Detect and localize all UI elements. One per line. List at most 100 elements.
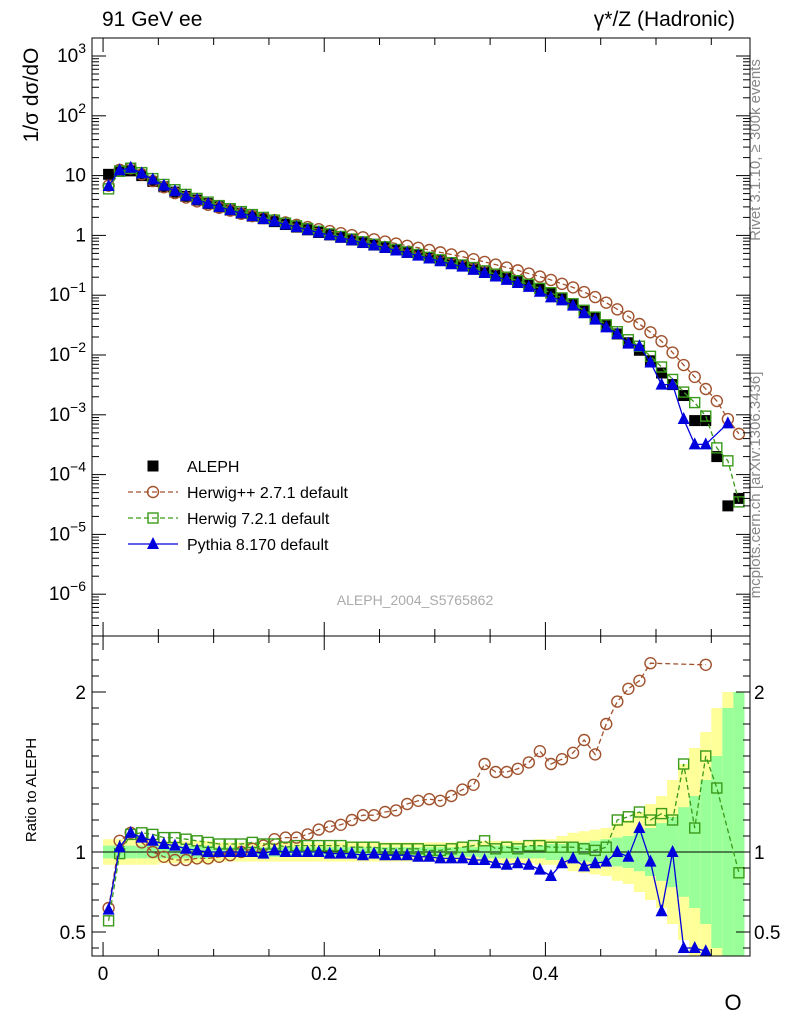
data-point-herwigpp — [533, 745, 547, 758]
data-point-herwigpp — [622, 682, 635, 695]
data-point-pythia — [279, 217, 292, 230]
data-point-herwigpp — [677, 358, 690, 372]
data-point-herwigpp — [146, 845, 160, 859]
data-point-pythia — [146, 172, 159, 185]
data-point-herwig7 — [666, 814, 679, 826]
data-point-herwigpp — [511, 762, 524, 775]
main-ytick-label: 102 — [57, 100, 86, 127]
data-point-herwigpp — [533, 270, 547, 283]
data-point-pythia — [334, 846, 347, 859]
data-point-herwigpp — [566, 746, 580, 759]
data-point-herwigpp — [467, 778, 480, 791]
data-point-pythia — [345, 846, 358, 859]
main-ytick-label: 10−4 — [49, 459, 86, 486]
xtick-label: 0 — [98, 964, 109, 985]
data-point-herwigpp — [345, 813, 359, 827]
data-point-pythia — [600, 854, 613, 867]
data-point-herwigpp — [622, 310, 635, 323]
data-point-pythia — [312, 225, 325, 238]
data-point-pythia — [423, 849, 436, 862]
data-point-pythia — [522, 857, 535, 870]
main-ylabel: 1/σ dσ/dO — [20, 48, 43, 143]
data-point-pythia — [522, 279, 535, 292]
data-point-herwig7 — [545, 841, 557, 853]
series-line-herwig7 — [108, 167, 740, 503]
data-point-pythia — [434, 254, 447, 267]
data-point-herwig7 — [700, 410, 712, 422]
data-point-herwig7 — [534, 839, 546, 852]
data-point-pythia — [655, 904, 668, 917]
data-point-herwig7 — [478, 835, 491, 847]
xtick-label: 0.2 — [311, 964, 337, 985]
data-point-pythia — [644, 355, 657, 368]
data-point-herwigpp — [157, 850, 171, 863]
data-point-pythia — [511, 856, 524, 869]
data-point-pythia — [102, 902, 115, 915]
data-point-pythia — [467, 262, 480, 275]
data-point-herwig7 — [556, 841, 568, 853]
data-point-pythia — [146, 833, 159, 846]
ratio-ytick-label-right: 2 — [754, 683, 765, 704]
data-point-pythia — [489, 856, 502, 869]
data-point-pythia — [301, 222, 314, 235]
data-point-pythia — [677, 941, 690, 953]
data-point-herwig7 — [733, 496, 745, 508]
data-point-herwigpp — [555, 277, 569, 291]
data-point-herwig7 — [611, 814, 623, 826]
data-point-pythia — [401, 848, 414, 861]
main-ytick-label: 10−3 — [49, 399, 86, 426]
data-point-herwigpp — [633, 674, 646, 687]
data-point-pythia — [290, 845, 303, 857]
data-point-herwigpp — [544, 757, 558, 771]
legend-marker-herwigpp — [146, 485, 160, 499]
data-point-herwigpp — [478, 757, 491, 771]
data-point-data — [656, 367, 668, 379]
data-point-herwig7 — [677, 386, 690, 398]
data-point-herwigpp — [588, 290, 602, 304]
data-point-herwigpp — [655, 335, 668, 348]
data-point-herwigpp — [577, 733, 591, 747]
data-point-pythia — [578, 306, 591, 319]
data-point-herwig7 — [722, 455, 734, 467]
data-point-data — [711, 451, 723, 463]
data-point-herwig7 — [512, 843, 524, 855]
data-point-pythia — [124, 825, 137, 838]
data-point-herwig7 — [700, 750, 712, 762]
data-point-herwigpp — [644, 326, 657, 339]
data-point-pythia — [600, 320, 613, 333]
data-point-pythia — [633, 339, 646, 352]
series-line-herwig7 — [107, 755, 740, 921]
data-point-pythia — [135, 166, 148, 179]
data-point-herwig7 — [689, 396, 701, 409]
legend-marker-data — [147, 460, 159, 472]
data-point-pythia — [567, 298, 580, 311]
data-point-pythia — [688, 437, 701, 450]
data-point-pythia — [124, 160, 137, 173]
data-point-herwigpp — [600, 717, 613, 731]
data-point-pythia — [191, 192, 204, 205]
data-point-pythia — [168, 838, 181, 851]
data-point-herwig7 — [589, 844, 601, 857]
legend: ALEPH Herwig++ 2.7.1 default Herwig 7.2.1 … — [128, 459, 349, 554]
data-point-pythia — [721, 416, 734, 429]
data-point-pythia — [589, 312, 602, 325]
data-point-pythia — [290, 220, 303, 233]
data-point-pythia — [368, 238, 380, 251]
data-point-herwig7 — [655, 807, 668, 820]
data-point-pythia — [622, 336, 635, 349]
data-point-pythia — [544, 290, 557, 303]
ratio-ytick-label-right: 1 — [754, 843, 765, 864]
data-point-data — [722, 500, 734, 512]
data-point-pythia — [611, 326, 624, 339]
data-point-herwigpp — [456, 783, 469, 796]
data-point-pythia — [412, 849, 425, 862]
xtick-label: 0.4 — [532, 964, 559, 985]
data-point-herwigpp — [633, 317, 646, 331]
data-point-herwigpp — [301, 828, 314, 841]
main-series-group — [102, 160, 746, 512]
rivet-label: Rivet 3.1.10, ≥ 300k events — [747, 59, 764, 241]
data-point-pythia — [202, 196, 215, 209]
data-point-herwig7 — [733, 867, 745, 879]
data-point-pythia — [456, 851, 469, 864]
